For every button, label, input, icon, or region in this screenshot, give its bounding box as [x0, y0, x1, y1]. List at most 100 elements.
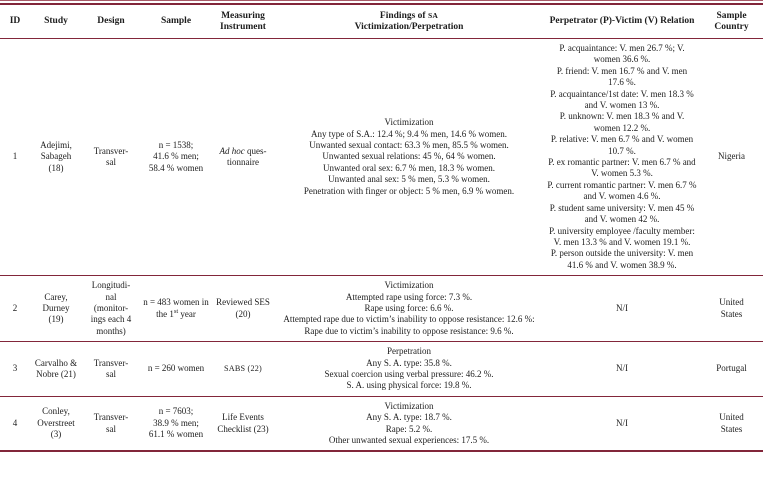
text-line: P. acquaintance: V. men 26.7 %; V. women…	[559, 43, 685, 65]
cell-design: Transver-sal	[82, 342, 140, 397]
text-line: Any S. A. type: 18.7 %.	[366, 412, 452, 423]
cell-design: Transver-sal	[82, 39, 140, 276]
cell-sample: n = 260 women	[140, 342, 212, 397]
cell-design: Longitudi-nal (monitor-ings each 4 months)	[82, 276, 140, 342]
cell-measuring-instrument: Ad hoc ques-tionnaire	[212, 39, 274, 276]
col-header-design: Design	[97, 16, 125, 26]
text-line: Unwanted oral sex: 6.7 % men, 18.3 % wom…	[323, 162, 495, 173]
sample-text: year	[178, 308, 196, 319]
text-line: N/I	[616, 363, 628, 374]
text-line: Overstreet	[37, 417, 75, 428]
col-header-perpetrator-victim-relation: Perpetrator (P)-Victim (V) Relation	[549, 16, 695, 26]
cell-study: Adejimi, Sabageh (18)	[30, 39, 82, 276]
cell-findings: Victimization Attempted rape using force:…	[274, 276, 544, 342]
text-line: ings each 4	[90, 314, 132, 325]
col-header-sample: Sample	[160, 16, 192, 26]
cell-country: United States	[700, 276, 763, 342]
text-line: Rape using force: 6.6 %.	[364, 302, 454, 313]
text-line: Any S. A. type: 35.8 %.	[366, 357, 452, 368]
instrument-italic-text: Ad hoc	[219, 145, 245, 156]
col-header-study: Study	[44, 16, 68, 26]
text-line: Checklist (23)	[217, 423, 269, 434]
text-line: Rape: 5.2 %.	[385, 423, 433, 434]
table-top-rule-thin	[0, 0, 763, 1]
text-line: (20)	[235, 308, 251, 319]
text-line: Conley,	[42, 406, 70, 417]
text-line: P. acquaintance/1st date: V. men 18.3 % …	[550, 88, 694, 111]
text-line: (monitor-	[93, 302, 129, 313]
header-line: Findings of SA	[275, 10, 543, 22]
cell-sample: n = 483 women in the 1st year	[140, 276, 212, 342]
text-line: 61.1 % women	[148, 429, 204, 440]
text-line: Other unwanted sexual experiences: 17.5 …	[328, 435, 490, 445]
text-line: n = 7603;	[158, 406, 194, 417]
text-line: Durney	[42, 302, 70, 313]
table-body: 1 Adejimi, Sabageh (18) Transver-sal n = 1…	[0, 39, 763, 452]
cell-measuring-instrument: SABS (22)	[212, 342, 274, 397]
text-line: Unwanted sexual relations: 45 %, 64 % wo…	[322, 151, 496, 162]
table-row-study-1: 1 Adejimi, Sabageh (18) Transver-sal n = 1…	[0, 39, 763, 276]
text-line: Sexual coercion using verbal pressure: 4…	[324, 368, 494, 379]
text-line: Sabageh	[40, 151, 72, 162]
cell-country: Portugal	[700, 342, 763, 397]
text-line: Attempted rape using force: 7.3 %.	[345, 291, 473, 302]
cell-id: 2	[12, 302, 18, 313]
header-line: Sample	[716, 10, 747, 21]
text-line: Portugal	[716, 363, 747, 374]
cell-study: Carvalho & Nobre (21)	[30, 342, 82, 397]
text-line: Reviewed SES	[216, 297, 270, 308]
cell-design: Transver-sal	[82, 396, 140, 451]
text-line: 38.9 % men;	[153, 417, 199, 428]
cell-findings: Victimization Any type of S.A.: 12.4 %; 9…	[274, 39, 544, 276]
text-line: Transver-	[93, 357, 129, 368]
text-line: P. ex romantic partner: V. men 6.7 % and…	[548, 157, 696, 179]
text-line: P. relative: V. men 6.7 % and V. women 1…	[550, 134, 694, 156]
text-line: Perpetration	[387, 346, 431, 357]
text-line: Adejimi,	[40, 139, 72, 150]
cell-relation: N/I	[544, 276, 700, 342]
text-line: Nigeria	[718, 151, 745, 162]
paper-table-page: ID Study Design Sample Measuring Instrum…	[0, 0, 763, 452]
cell-country: Nigeria	[700, 39, 763, 276]
text-line: Longitudi-	[91, 280, 131, 291]
studies-table: ID Study Design Sample Measuring Instrum…	[0, 5, 763, 452]
text-line: Attempted rape due to victim’s inability…	[283, 314, 535, 325]
text-line: n = 1538;	[158, 139, 194, 150]
cell-id: 1	[12, 151, 18, 162]
text-line: N/I	[616, 302, 628, 313]
text-line: P. student same university: V. men 45 % …	[549, 202, 695, 225]
text-line: Carvalho &	[34, 357, 78, 368]
text-line: SABS (22)	[224, 364, 262, 374]
text-line: Penetration with finger or object: 5 % m…	[303, 185, 515, 196]
header-line: Measuring	[221, 10, 265, 21]
text-line: (19)	[48, 314, 64, 325]
text-line: n = 260 women	[147, 363, 205, 374]
text-line: sal	[106, 157, 116, 168]
cell-relation: P. acquaintance: V. men 26.7 %; V. women…	[544, 39, 700, 276]
text-line: 41.6 % men;	[153, 151, 199, 162]
cell-sample: n = 1538; 41.6 % men; 58.4 % women	[140, 39, 212, 276]
col-header-measuring-instrument: Measuring Instrument	[212, 5, 274, 39]
instrument-text: ques-tionnaire	[227, 145, 267, 168]
col-header-findings: Findings of SA Victimization/Perpetratio…	[274, 5, 544, 39]
text-line: P. university employee /faculty member: …	[549, 225, 695, 247]
col-header-id: ID	[9, 16, 21, 26]
table-row-study-2: 2 Carey, Durney (19) Longitudi-nal (monitor…	[0, 276, 763, 342]
cell-study: Conley, Overstreet (3)	[30, 396, 82, 451]
text-line: Unwanted anal sex: 5 % men, 5.3 % women.	[328, 174, 490, 185]
cell-findings: Perpetration Any S. A. type: 35.8 %. Sexua…	[274, 342, 544, 397]
text-line: States	[720, 308, 743, 319]
header-line: Instrument	[220, 21, 266, 32]
text-line: Nobre (21)	[36, 368, 76, 379]
text-line: Unwanted sexual contact: 63.3 % men, 85.…	[309, 139, 509, 150]
cell-id: 3	[12, 363, 18, 374]
header-text: Findings of	[379, 11, 428, 21]
col-header-sample-country: Sample Country	[700, 5, 763, 39]
text-line: States	[720, 423, 743, 434]
text-line: P. person outside the university: V. men…	[550, 248, 694, 270]
cell-measuring-instrument: Life Events Checklist (23)	[212, 396, 274, 451]
cell-findings: Victimization Any S. A. type: 18.7 %. Rape…	[274, 396, 544, 451]
text-line: sal	[106, 368, 116, 379]
sample-text: n = 483 women in the 1	[143, 297, 209, 319]
text-line: (3)	[50, 429, 62, 440]
